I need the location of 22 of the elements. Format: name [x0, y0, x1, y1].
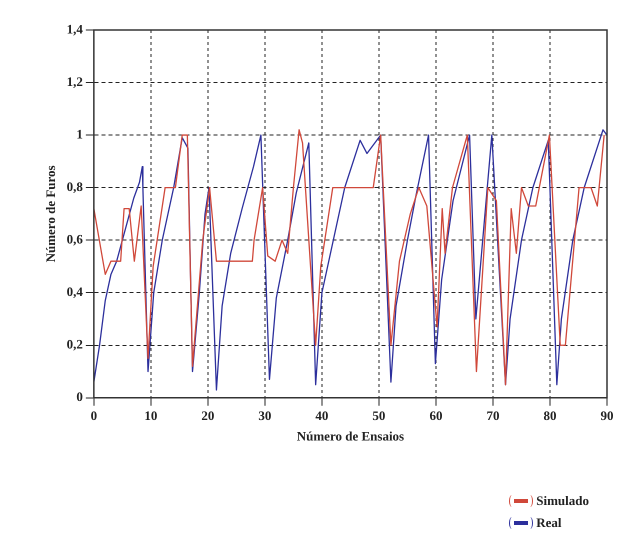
x-tick-label: 70	[486, 408, 500, 423]
x-tick-label: 0	[90, 408, 98, 423]
x-tick-label: 60	[429, 408, 442, 423]
legend-label: Real	[536, 515, 562, 531]
y-tick-label: 0,2	[66, 336, 83, 352]
x-tick-label: 20	[201, 408, 214, 423]
y-tick-label: 1,4	[66, 21, 84, 36]
y-tick-label: 0,8	[66, 178, 84, 194]
x-tick-label: 10	[144, 408, 158, 423]
y-axis-title: Número de Furos	[43, 165, 58, 262]
x-tick-label: 80	[543, 408, 556, 423]
x-tick-label: 40	[315, 408, 328, 423]
y-tick-label: 0,6	[66, 232, 84, 247]
y-tick-label: 1,2	[66, 74, 83, 89]
y-tick-label: 0,4	[66, 284, 84, 300]
legend-label: Simulado	[536, 493, 589, 509]
x-tick-label: 30	[258, 408, 272, 423]
y-tick-label: 0	[76, 389, 83, 404]
x-tick-label: 50	[372, 408, 386, 423]
x-tick-label: 90	[600, 408, 614, 423]
y-tick-label: 1	[76, 126, 83, 142]
x-axis-title: Número de Ensaios	[296, 428, 404, 444]
